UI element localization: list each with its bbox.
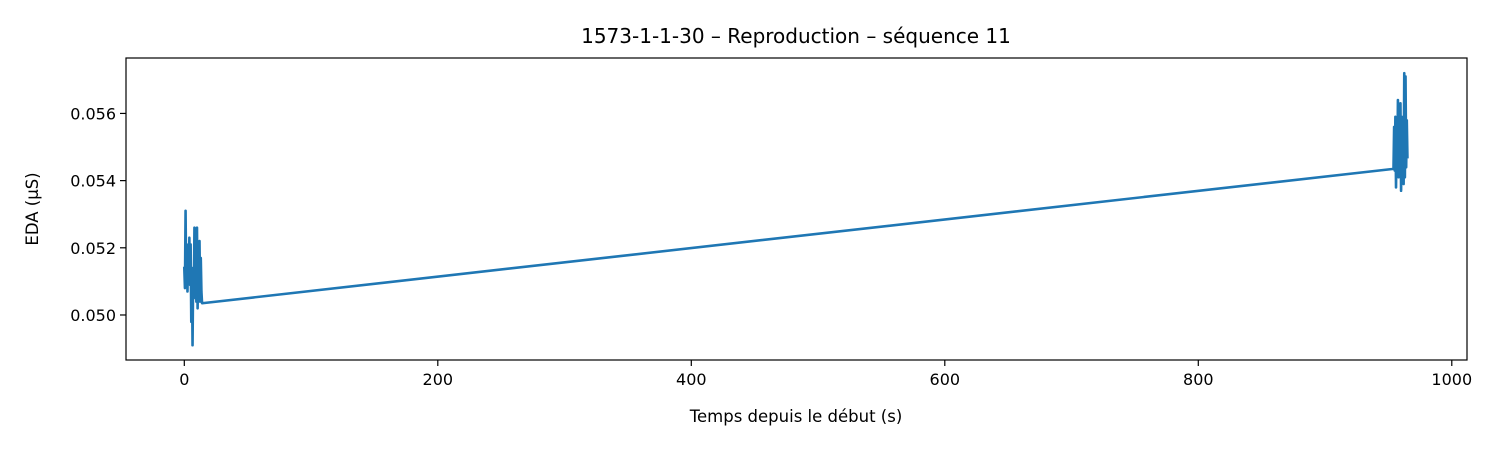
series-line-1 bbox=[182, 71, 1409, 347]
x-tick-label: 400 bbox=[676, 370, 707, 389]
x-tick-label: 600 bbox=[930, 370, 961, 389]
y-axis-label: EDA (µS) bbox=[23, 172, 42, 245]
x-tick-label: 0 bbox=[179, 370, 189, 389]
plot-frame bbox=[125, 57, 1468, 361]
y-tick-label: 0.056 bbox=[70, 104, 116, 123]
y-tick-label: 0.054 bbox=[70, 172, 116, 191]
x-tick-label: 800 bbox=[1183, 370, 1214, 389]
x-axis: 0 200 400 600 800 1000 bbox=[179, 360, 1472, 389]
chart-title: 1573-1-1-30 – Reproduction – séquence 11 bbox=[581, 24, 1011, 48]
y-axis: 0.050 0.052 0.054 0.056 bbox=[70, 104, 126, 325]
y-tick-label: 0.052 bbox=[70, 239, 116, 258]
series-layer bbox=[182, 71, 1409, 347]
x-tick-label: 200 bbox=[423, 370, 454, 389]
x-tick-label: 1000 bbox=[1431, 370, 1472, 389]
y-tick-label: 0.050 bbox=[70, 306, 116, 325]
x-axis-label: Temps depuis le début (s) bbox=[689, 407, 903, 426]
